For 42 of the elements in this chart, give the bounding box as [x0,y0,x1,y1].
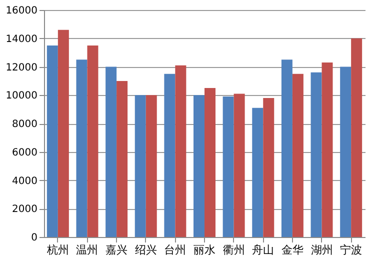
bar [116,80,128,237]
bar [322,62,333,237]
x-tick-label: 绍兴 [134,244,157,256]
bar [351,38,362,237]
y-tick-label: 12000 [6,62,38,74]
bar [292,74,304,237]
x-tick-label: 台州 [164,244,186,256]
y-tick-label: 2000 [12,204,38,216]
x-tick-label: 杭州 [46,244,69,256]
bar [46,45,58,237]
y-tick-label: 0 [31,232,38,244]
y-tick-label: 10000 [6,90,38,102]
y-tick-label: 4000 [12,176,38,187]
bar [175,65,186,237]
x-tick-label: 金华 [281,244,304,256]
y-tick-label: 14000 [6,34,38,45]
bar [252,108,264,237]
y-tick-label: 16000 [6,6,38,16]
bar [146,95,157,237]
x-tick-label: 舟山 [252,244,274,256]
x-tick-label: 嘉兴 [106,244,128,256]
bar [263,98,274,237]
bar [222,96,234,237]
bar [281,60,292,237]
bar [194,95,204,237]
y-tick-label: 6000 [12,147,38,158]
x-tick-label: 丽水 [194,244,216,256]
bar [106,66,117,237]
bar [134,95,146,237]
y-tick-label: 8000 [12,119,38,130]
x-tick-label: 湖州 [310,244,333,256]
bar [340,66,352,237]
bar [164,74,176,237]
x-tick-label: 温州 [76,244,98,256]
bar [58,30,69,237]
bar [76,60,88,237]
bar [310,72,322,237]
x-tick-label: 衢州 [222,244,245,256]
x-tick-label: 宁波 [340,244,362,256]
bar [87,45,98,237]
bar [234,94,245,237]
bar [204,88,216,237]
